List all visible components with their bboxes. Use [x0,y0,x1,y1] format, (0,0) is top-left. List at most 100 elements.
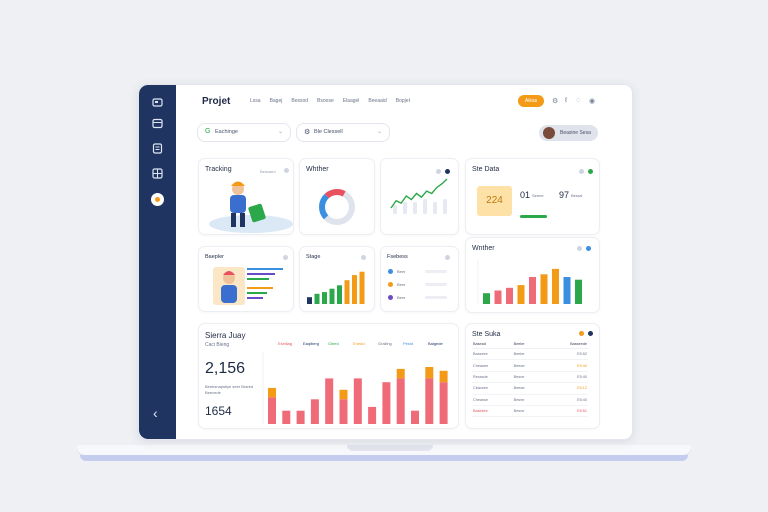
bell-icon[interactable]: ◌ [576,97,581,104]
sidebar-item-grid[interactable] [152,168,163,179]
status-dot-icon [579,331,584,336]
stage-bar [307,297,312,304]
feature-label: Beer [397,269,406,274]
stage-bar [344,280,350,304]
user-menu[interactable]: Beasine Sesa [539,125,598,141]
summary-card: Sierra Juay Caci Bieng 2,156 Beebsnapsti… [198,323,459,429]
table-row[interactable]: Cbaxsee Beeae E5:12 [472,382,588,395]
feature-label: Beer [397,282,406,287]
tracking-card: Tracking Bessaed [198,158,294,235]
table-cell: Basseee [472,348,513,361]
more-icon[interactable] [579,169,584,174]
tools-icon[interactable]: ℓ [565,97,568,104]
sidebar-item-reports[interactable] [152,143,163,154]
more-icon[interactable] [436,169,441,174]
stage-bar [337,285,342,304]
nav-item-2[interactable]: Bessod [291,98,309,104]
nav-item-5[interactable]: Beeaaid [368,98,387,104]
summary-bar-top [439,370,448,383]
column-header[interactable]: Beeler [512,340,544,349]
summary-bar [339,399,348,424]
chevron-left-icon[interactable]: ‹ [153,405,158,421]
legend-item: Eaqiberg [303,341,320,346]
table-row[interactable]: Cheasse Besne E5:40 [472,394,588,406]
team-illustration [213,267,283,305]
calendar-icon [152,118,163,129]
summary-bar [411,410,419,424]
table-cell: Besne [512,371,544,384]
table-row[interactable]: Resssde Besne E5:40 [472,371,588,384]
nav-item-1[interactable]: Bagej [269,98,283,104]
table-cell: E5:40 [543,371,588,384]
status-dot-icon [586,246,591,251]
summary-title: Sierra Juay [205,331,246,340]
top-nav: Lssa Bagej Bessod Bsoose Elaagel Beeaaid Bopje… [250,98,410,104]
summary-bar-top [396,368,405,379]
summary-bar [282,410,291,424]
globe-icon[interactable]: ◉ [589,98,596,105]
nav-item-6[interactable]: Bopjet [395,98,410,104]
line-bg-bar [433,202,437,214]
nav-item-4[interactable]: Elaagel [342,98,360,104]
laptop-shadow [80,455,688,461]
site-table: Basead Beeler Basseede Basseee Beeler E5:52 C… [472,340,588,418]
donut-slice [319,193,329,220]
table-cell: E5:12 [543,382,588,395]
grid-icon [152,168,163,179]
summary-bar [310,399,319,424]
legend-item: Enedd [353,341,365,346]
user-name: Beasine Sesa [560,130,591,136]
table-header: Basead Beeler Basseede [472,340,588,349]
more-icon[interactable] [283,255,288,260]
feature-label: Beer [397,295,406,300]
gear-icon[interactable]: ⚙ [552,98,559,105]
weather2-bar [540,274,548,304]
weather2-bar [529,277,536,304]
stage-title: Stage [306,254,321,260]
table-row[interactable]: Basesee Besne E5:51 [472,405,588,418]
menu-icon[interactable] [445,169,450,174]
document-icon [152,143,163,154]
column-header[interactable]: Basead [472,340,513,349]
menu-icon[interactable] [588,331,593,336]
nav-item-0[interactable]: Lssa [250,98,261,104]
more-icon[interactable] [284,168,289,173]
more-icon[interactable] [361,255,366,260]
table-cell: E5:40 [543,359,588,372]
summary-bar-chart [262,352,448,424]
weather2-bar [506,287,513,304]
table-cell: E5:51 [543,405,588,418]
donut-slice [323,191,355,225]
feature-track [425,270,447,273]
filter-select-1[interactable]: G Eachinge ⌄ [197,123,291,142]
table-cell: Beeae [512,359,544,372]
weather2-bar [552,268,559,304]
sidebar-item-calendar[interactable] [152,118,163,129]
filter-select-2[interactable]: ⚙ Ble Clessell ⌄ [296,123,390,142]
weather2-bar [575,279,582,304]
sidebar-item-active[interactable] [151,193,164,206]
weather2-bar [517,285,525,304]
line-bg-bar [423,199,427,214]
summary-bar [396,378,405,424]
more-icon[interactable] [577,246,582,251]
line-series [390,178,448,209]
summary-bar [368,406,377,424]
nav-item-3[interactable]: Bsoose [317,98,334,104]
summary-bar-top [425,367,434,379]
tracking-sub: Bessaed [260,169,276,174]
table-row[interactable]: Basseee Beeler E5:52 [472,348,588,361]
features-title: Fsebess [387,254,408,260]
metric-a: 01 [520,190,531,200]
summary-subtitle: Caci Bieng [205,342,230,348]
weather2-title: Wnther [472,245,495,252]
more-icon[interactable] [445,255,450,260]
app-title: Projet [202,96,231,107]
topbar: Projet Lssa Bagej Bessod Bsoose Elaagel Beeaa… [176,85,632,119]
stage-bar [359,271,365,304]
table-row[interactable]: Cheasee Beeae E5:40 [472,359,588,372]
google-icon: G [205,128,211,135]
sidebar-item-home[interactable] [152,97,163,108]
top-action-button[interactable]: Aikas [518,95,544,107]
column-header[interactable]: Basseede [543,340,588,349]
